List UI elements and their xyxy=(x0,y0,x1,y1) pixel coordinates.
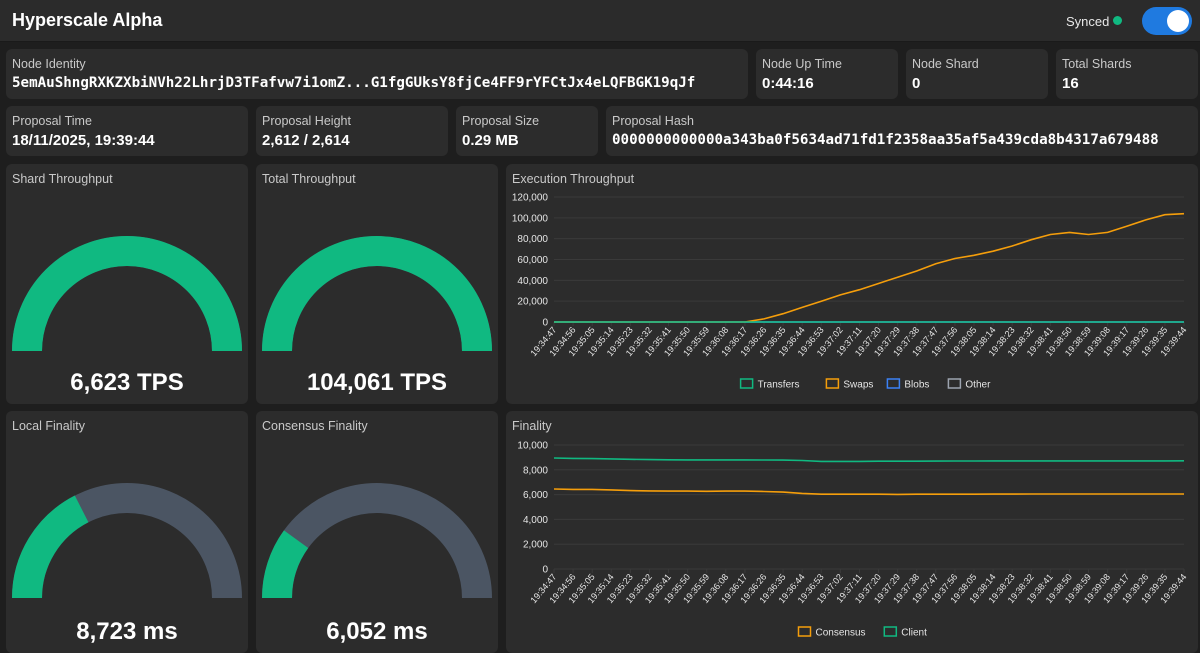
total-throughput-gauge xyxy=(262,236,492,352)
y-tick-label: 8,000 xyxy=(523,465,548,476)
shard-throughput-label: Shard Throughput xyxy=(12,172,113,186)
legend-swatch-consensus xyxy=(797,626,812,637)
y-tick-label: 2,000 xyxy=(523,540,548,551)
node-shard-value: 0 xyxy=(912,75,921,92)
series-line-client xyxy=(553,457,1185,463)
node-up-time-label: Node Up Time xyxy=(762,57,842,71)
total-shards-card: Total Shards 16 xyxy=(1056,49,1198,99)
proposal-size-value: 0.29 MB xyxy=(462,132,519,149)
gauge-fill xyxy=(12,236,242,352)
node-identity-value: 5emAuShngRXKZXbiNVh22LhrjD3TFafvw7i1omZ.… xyxy=(12,75,696,91)
node-identity-label: Node Identity xyxy=(12,57,86,71)
total-throughput-label: Total Throughput xyxy=(262,172,356,186)
consensus-finality-card: Consensus Finality 6,052 ms xyxy=(256,411,498,653)
proposal-hash-label: Proposal Hash xyxy=(612,114,694,128)
local-finality-card: Local Finality 8,723 ms xyxy=(6,411,248,653)
node-shard-label: Node Shard xyxy=(912,57,979,71)
consensus-finality-label: Consensus Finality xyxy=(262,419,368,433)
proposal-time-label: Proposal Time xyxy=(12,114,92,128)
legend-label-other: Other xyxy=(965,380,991,391)
y-tick-label: 40,000 xyxy=(517,276,548,287)
consensus-finality-value: 6,052 ms xyxy=(326,618,428,645)
y-tick-label: 0 xyxy=(542,565,548,576)
y-tick-label: 0 xyxy=(542,318,548,329)
gauge-fill xyxy=(262,236,492,352)
execution-throughput-chart: 020,00040,00060,00080,000100,000120,0001… xyxy=(512,193,1189,391)
y-tick-label: 4,000 xyxy=(523,515,548,526)
gauge-fill xyxy=(12,495,89,599)
shard-throughput-card: Shard Throughput 6,623 TPS xyxy=(6,164,248,404)
execution-throughput-title: Execution Throughput xyxy=(512,172,635,186)
node-up-time-card: Node Up Time 0:44:16 xyxy=(756,49,898,99)
shard-throughput-value: 6,623 TPS xyxy=(70,369,184,396)
local-finality-gauge xyxy=(12,483,242,599)
y-tick-label: 100,000 xyxy=(512,213,549,224)
finality-chart-title: Finality xyxy=(512,419,552,433)
legend-label-swaps: Swaps xyxy=(843,380,873,391)
node-identity-card: Node Identity 5emAuShngRXKZXbiNVh22LhrjD… xyxy=(6,49,748,99)
proposal-hash-value: 0000000000000a343ba0f5634ad71fd1f2358aa3… xyxy=(612,132,1159,148)
proposal-height-label: Proposal Height xyxy=(262,114,351,128)
finality-card: Finality 0 2,000 4,000 6,000 8,000 10,000 19:3… xyxy=(506,411,1198,653)
node-up-time-value: 0:44:16 xyxy=(762,75,814,92)
finality-chart: 02,0004,0006,0008,00010,00019:34:4719:34… xyxy=(517,441,1188,639)
legend-label-client: Client xyxy=(901,628,927,639)
y-tick-label: 60,000 xyxy=(517,255,548,266)
legend-label-transfers: Transfers xyxy=(758,380,800,391)
node-shard-card: Node Shard 0 xyxy=(906,49,1048,99)
shard-throughput-gauge xyxy=(12,236,242,352)
toggle-knob xyxy=(1167,10,1189,32)
y-tick-label: 6,000 xyxy=(523,490,548,501)
local-finality-label: Local Finality xyxy=(12,419,85,433)
proposal-size-card: Proposal Size 0.29 MB xyxy=(456,106,598,156)
proposal-time-value: 18/11/2025, 19:39:44 xyxy=(12,132,155,149)
local-finality-value: 8,723 ms xyxy=(76,618,178,645)
legend-swatch-swaps xyxy=(825,378,840,389)
execution-throughput-card: Execution Throughput 0 20,000 40,000 60,000… xyxy=(506,164,1198,404)
legend-swatch-transfers xyxy=(739,378,754,389)
proposal-hash-card: Proposal Hash 0000000000000a343ba0f5634a… xyxy=(606,106,1198,156)
total-shards-value: 16 xyxy=(1062,75,1079,92)
top-bar: Hyperscale Alpha Synced xyxy=(0,0,1200,42)
gauge-fill xyxy=(262,530,309,599)
sync-toggle[interactable] xyxy=(1142,7,1192,35)
legend-label-consensus: Consensus xyxy=(816,628,866,639)
consensus-finality-gauge xyxy=(262,483,492,599)
legend-swatch-other xyxy=(947,378,962,389)
y-tick-label: 20,000 xyxy=(517,297,548,308)
total-shards-label: Total Shards xyxy=(1062,57,1132,71)
y-tick-label: 10,000 xyxy=(517,441,548,452)
app-title: Hyperscale Alpha xyxy=(12,10,163,30)
sync-status-dot-icon xyxy=(1113,16,1122,25)
total-throughput-value: 104,061 TPS xyxy=(306,369,448,396)
proposal-height-value: 2,612 / 2,614 xyxy=(262,132,350,149)
total-throughput-card: Total Throughput 104,061 TPS xyxy=(256,164,498,404)
legend-swatch-blobs xyxy=(886,378,901,389)
legend-label-blobs: Blobs xyxy=(904,380,929,391)
sync-status-label: Synced xyxy=(1066,14,1110,29)
series-line-swaps xyxy=(554,212,1185,323)
proposal-size-label: Proposal Size xyxy=(462,114,540,128)
y-tick-label: 120,000 xyxy=(512,193,549,204)
proposal-height-card: Proposal Height 2,612 / 2,614 xyxy=(256,106,448,156)
series-line-consensus xyxy=(553,488,1184,496)
proposal-time-card: Proposal Time 18/11/2025, 19:39:44 xyxy=(6,106,248,156)
y-tick-label: 80,000 xyxy=(517,234,548,245)
legend-swatch-client xyxy=(883,626,898,637)
